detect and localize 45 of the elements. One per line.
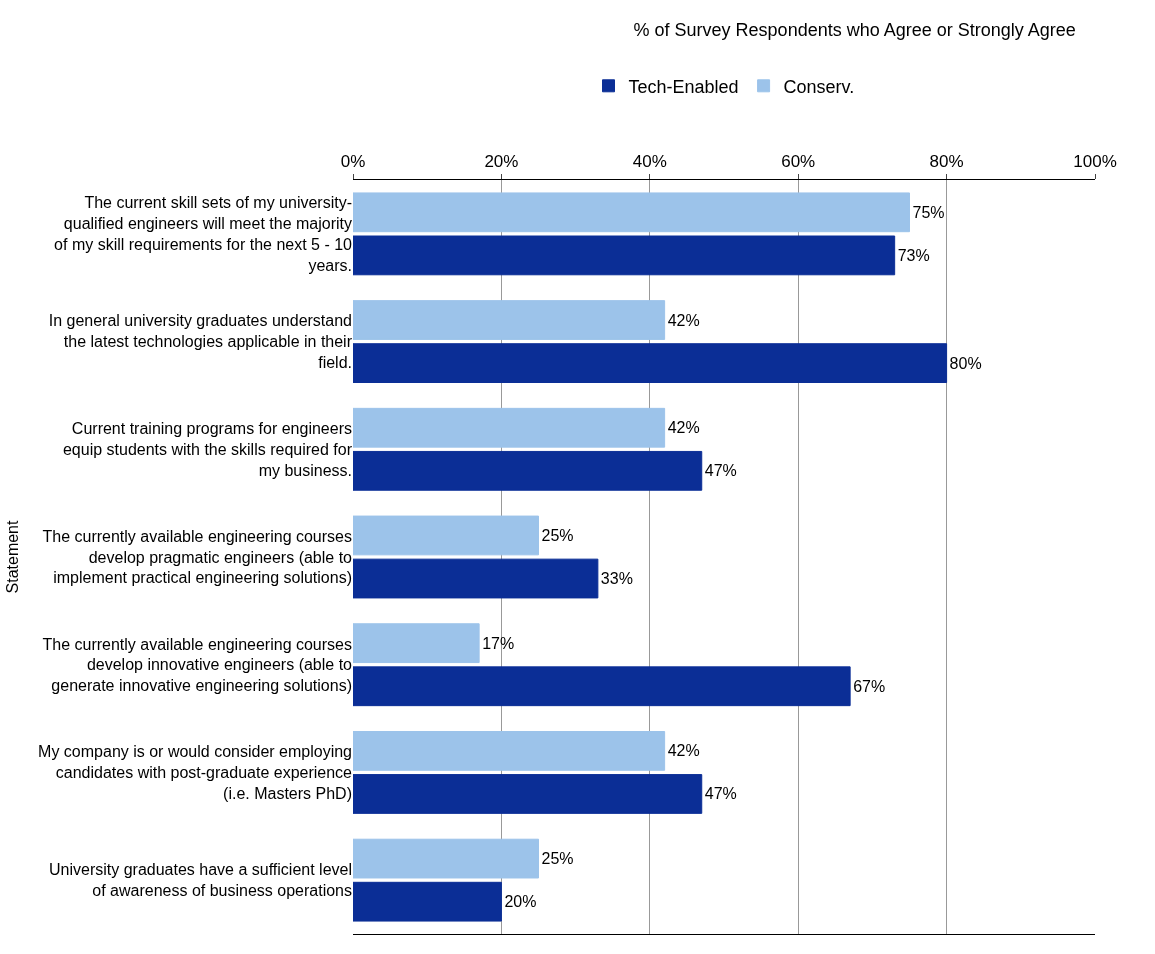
bar [353, 731, 666, 771]
data-label: 75% [912, 203, 945, 221]
bar [353, 515, 539, 556]
y-tick-label: The current skill sets of my university-qualified engineers will meet the majority of my skill requirements for the next 5 - 10 years. [54, 194, 353, 274]
data-label: 25% [541, 526, 574, 544]
data-label: 73% [897, 246, 930, 264]
data-label: 47% [704, 462, 737, 480]
x-tick-label: 100% [1073, 152, 1117, 172]
bar [353, 407, 666, 448]
bar [353, 343, 948, 383]
x-tick-label: 60% [781, 152, 816, 172]
y-tick-label: University graduates have a sufficient level of awareness of business operations [49, 861, 352, 900]
data-label: 42% [667, 419, 700, 437]
bar [353, 450, 703, 491]
x-tick-label: 20% [484, 152, 519, 172]
bar [353, 192, 910, 233]
data-label: 80% [949, 354, 982, 372]
x-tick-label: 0% [340, 152, 366, 172]
bar [353, 881, 502, 922]
data-label: 33% [600, 570, 633, 588]
x-tick-label: 40% [632, 152, 667, 172]
y-tick-label: My company is or would consider employing candidates with post-graduate experience (i.e. Masters PhD) [38, 743, 353, 802]
bar [353, 838, 539, 879]
legend-label: Tech-Enabled [628, 76, 739, 97]
data-label: 20% [504, 893, 537, 911]
chart-title: % of Survey Respondents who Agree or Strongly Agree [633, 20, 1076, 41]
y-axis-title: Statement [3, 519, 21, 594]
bar [353, 558, 599, 599]
data-label: 42% [667, 311, 700, 329]
data-label: 17% [482, 634, 515, 652]
y-tick-label: Current training programs for engineers equip students with the skills required for my business. [62, 420, 353, 479]
x-tick-label: 80% [929, 152, 964, 172]
data-label: 47% [704, 785, 737, 803]
bar [353, 300, 666, 340]
data-label: 67% [853, 677, 886, 695]
data-label: 42% [667, 742, 700, 760]
bar [353, 623, 480, 664]
legend-label: Conserv. [783, 76, 855, 97]
bar [353, 666, 851, 707]
y-tick-label: The currently available engineering courses develop innovative engineers (able to generate innovative engineering solutions) [42, 635, 353, 695]
bar [353, 235, 896, 276]
y-tick-label: The currently available engineering courses develop pragmatic engineers (able to implement practical engineering solutions) [42, 527, 353, 587]
y-tick-label: In general university graduates understand the latest technologies applicable in their field. [48, 312, 353, 371]
data-label: 25% [541, 850, 574, 868]
bar [353, 774, 703, 814]
